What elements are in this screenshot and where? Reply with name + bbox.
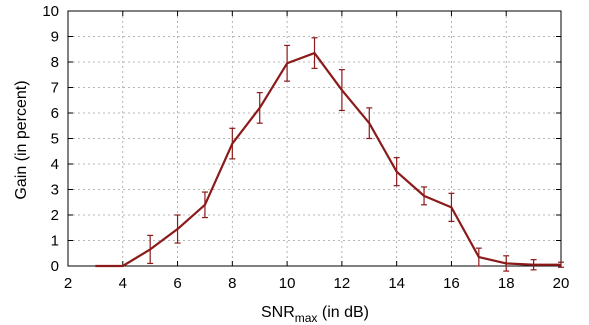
y-tick-label: 7 [51, 80, 59, 97]
x-axis-label-main: SNR [261, 304, 295, 321]
y-tick-label: 4 [51, 156, 59, 173]
y-tick-label: 5 [51, 131, 59, 148]
x-tick-label: 4 [119, 275, 127, 292]
y-tick-label: 9 [51, 29, 59, 46]
y-axis-label: Gain (in percent) [13, 80, 30, 199]
y-tick-label: 2 [51, 207, 59, 224]
series-line [95, 51, 561, 268]
x-axis-label: SNRmax (in dB) [261, 304, 369, 325]
y-tick-label: 6 [51, 105, 59, 122]
grid-lines [68, 11, 561, 266]
y-tick-label: 1 [51, 233, 59, 250]
series [95, 51, 562, 268]
y-tick-label: 3 [51, 182, 59, 199]
x-tick-label: 2 [64, 275, 72, 292]
x-tick-label: 16 [443, 275, 460, 292]
x-tick-label: 14 [388, 275, 405, 292]
x-tick-label: 6 [173, 275, 181, 292]
x-tick-label: 10 [279, 275, 296, 292]
x-axis-label-subscript: max [295, 311, 318, 325]
axes [67, 10, 562, 267]
y-tick-label: 8 [51, 54, 59, 71]
y-tick-label: 0 [51, 258, 59, 275]
error-bars [147, 37, 564, 272]
y-tick-label: 10 [42, 3, 59, 20]
x-axis-label-unit: (in dB) [317, 304, 369, 321]
x-tick-label: 12 [334, 275, 351, 292]
x-tick-label: 20 [553, 275, 570, 292]
x-tick-label: 8 [228, 275, 236, 292]
x-tick-label: 18 [498, 275, 515, 292]
